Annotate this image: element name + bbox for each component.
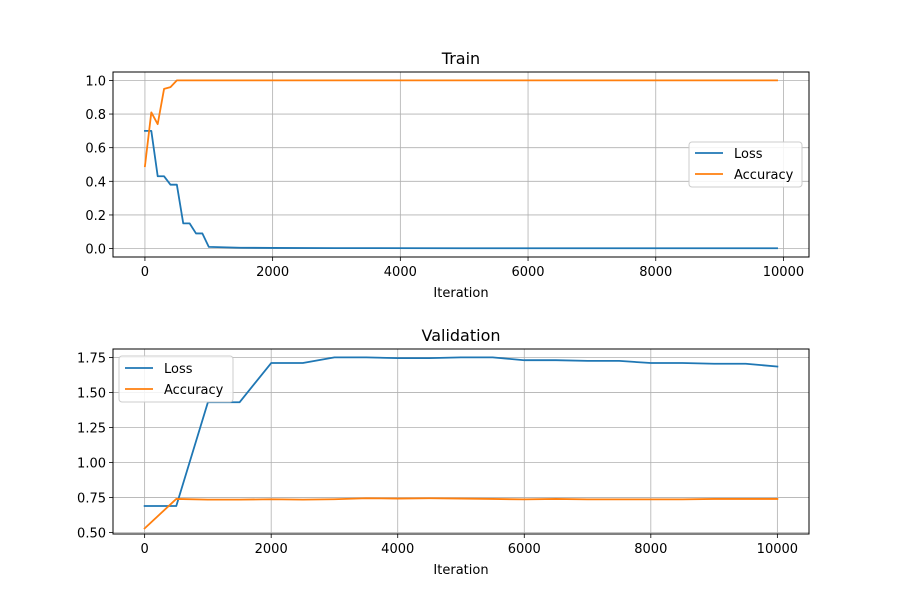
train-subplot: Train 0 2000 4000 6000 8000 10000 0.0 0.2 0.4 0.6…: [85, 49, 810, 301]
validation-y-tick-label: 1.75: [77, 351, 106, 366]
validation-legend-accuracy-label: Accuracy: [164, 383, 224, 398]
train-legend: Loss Accuracy: [688, 141, 803, 188]
validation-x-axis-label: Iteration: [433, 563, 488, 578]
validation-y-tick-label: 1.25: [77, 421, 106, 436]
validation-accuracy-line: [143, 497, 779, 530]
train-loss-line: [144, 129, 778, 250]
train-series: [143, 79, 778, 250]
validation-subplot: Validation 0 2000 4000 6000 8000 10000 0.50 0.7…: [77, 326, 810, 578]
train-x-axis-label: Iteration: [433, 286, 488, 301]
validation-y-tick-label: 1.00: [77, 457, 106, 472]
validation-axes-frame: [112, 348, 810, 535]
validation-legend: Loss Accuracy: [118, 355, 234, 403]
train-x-tick-label: 0: [141, 265, 149, 280]
train-legend-accuracy-label: Accuracy: [734, 168, 794, 183]
train-y-tick-label: 0.4: [85, 175, 106, 190]
validation-series: [143, 356, 779, 530]
validation-y-tick-label: 0.50: [77, 527, 106, 542]
validation-x-tick-label: 0: [140, 542, 148, 557]
train-x-tick-label: 4000: [384, 265, 417, 280]
validation-ticks: 0 2000 4000 6000 8000 10000 0.50 0.75 1.00 1.25 1.…: [77, 351, 798, 557]
train-x-tick-label: 8000: [639, 265, 672, 280]
validation-x-tick-label: 4000: [381, 542, 414, 557]
train-y-tick-label: 1.0: [85, 74, 106, 89]
train-axes-frame: [112, 71, 810, 258]
train-x-tick-label: 6000: [511, 265, 544, 280]
validation-plot-title: Validation: [421, 326, 500, 345]
train-y-tick-label: 0.2: [85, 209, 106, 224]
train-ticks: 0 2000 4000 6000 8000 10000 0.0 0.2 0.4 0.6 0.8 1.0: [85, 74, 804, 280]
validation-loss-line: [143, 356, 779, 507]
validation-y-tick-label: 0.75: [77, 492, 106, 507]
validation-x-tick-label: 2000: [255, 542, 288, 557]
validation-legend-loss-label: Loss: [164, 362, 193, 377]
train-x-tick-label: 2000: [256, 265, 289, 280]
train-y-tick-label: 0.8: [85, 108, 106, 123]
validation-x-tick-label: 6000: [508, 542, 541, 557]
train-legend-loss-label: Loss: [734, 147, 763, 162]
validation-x-tick-label: 10000: [757, 542, 798, 557]
train-plot-title: Train: [441, 49, 480, 68]
train-y-tick-label: 0.0: [85, 243, 106, 258]
train-accuracy-line: [143, 79, 778, 168]
validation-y-tick-label: 1.50: [77, 386, 106, 401]
train-y-tick-label: 0.6: [85, 142, 106, 157]
validation-x-tick-label: 8000: [634, 542, 667, 557]
train-x-tick-label: 10000: [763, 265, 804, 280]
